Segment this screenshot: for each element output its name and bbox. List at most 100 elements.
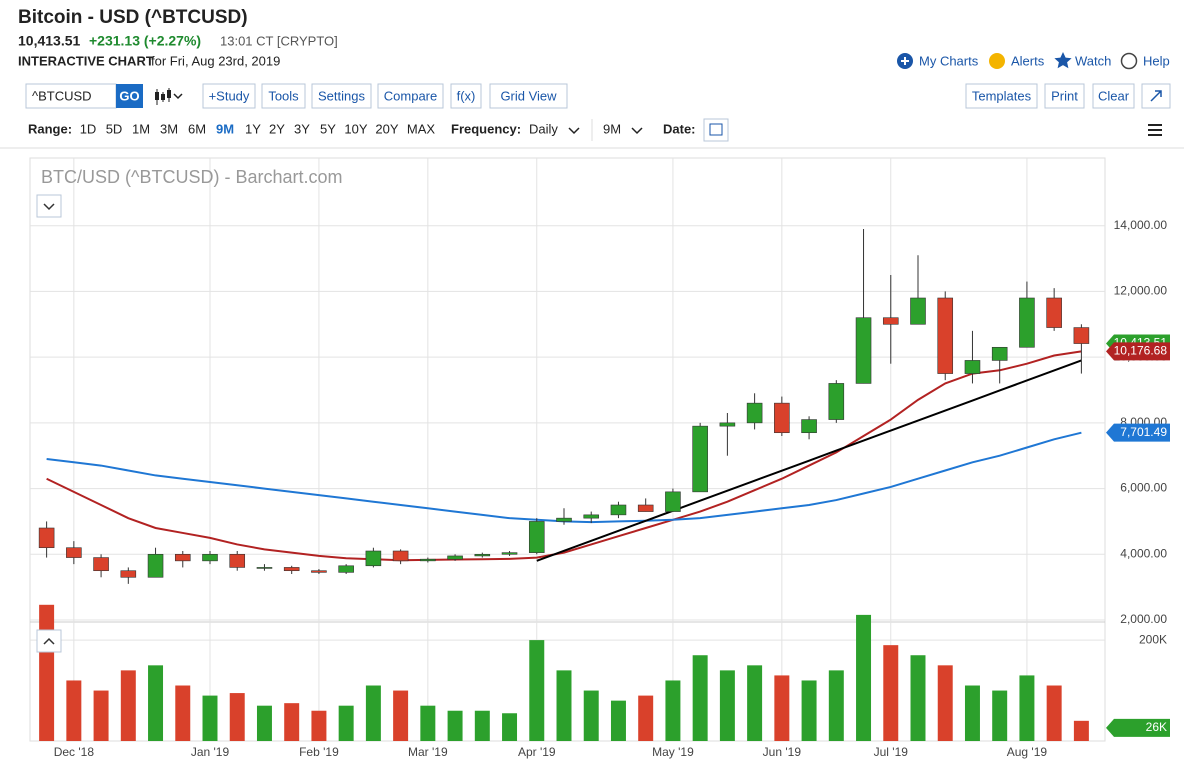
volume-bar [747, 665, 763, 741]
volume-bar [610, 700, 626, 741]
volume-bar [256, 705, 272, 741]
period-select[interactable]: 9M [603, 121, 621, 136]
candle-body [38, 527, 55, 549]
x-tick-label: Jul '19 [874, 745, 909, 759]
link[interactable]: My Charts [919, 53, 979, 68]
volume-bar [120, 670, 136, 741]
volume-tick-label: 200K [1139, 632, 1167, 646]
range-option[interactable]: 3M [160, 121, 178, 136]
button-label: f(x) [457, 88, 476, 103]
candle-body [147, 553, 164, 578]
chevron [568, 127, 580, 135]
link[interactable]: Watch [1075, 53, 1111, 68]
volume-bar [828, 670, 844, 741]
volume-bar [883, 645, 899, 741]
candle-body [283, 567, 300, 572]
quote-title: Bitcoin - USD (^BTCUSD) [18, 7, 248, 28]
x-tick-label: Feb '19 [299, 745, 339, 759]
volume-bar [93, 690, 109, 741]
toolbar-button[interactable] [489, 83, 568, 109]
candle-body [474, 553, 491, 557]
volume-bar [992, 690, 1008, 741]
chevron [43, 637, 55, 645]
toolbar-button[interactable] [965, 83, 1038, 109]
chevron [631, 127, 643, 135]
button-label: Templates [972, 88, 1032, 103]
volume-bar [937, 665, 953, 741]
volume-bar [202, 695, 218, 741]
link[interactable]: Alerts [1011, 53, 1045, 68]
toolbar-button[interactable] [1092, 83, 1135, 109]
last-price: 10,413.51 [18, 33, 80, 49]
indicator-line [536, 359, 1082, 562]
go-text: GO [119, 88, 139, 103]
go-button[interactable] [116, 84, 143, 108]
range-option[interactable]: 9M [216, 121, 234, 136]
range-option[interactable]: MAX [407, 121, 436, 136]
candle-body [256, 567, 273, 569]
volume-bar [665, 680, 681, 741]
volume-bar [420, 705, 436, 741]
menu-icon[interactable] [1148, 124, 1162, 136]
range-option[interactable]: 5Y [320, 121, 336, 136]
candle-body [910, 297, 926, 325]
collapse-button[interactable] [36, 194, 62, 218]
range-option[interactable]: 5D [106, 121, 123, 136]
alerts-icon[interactable] [989, 53, 1005, 69]
watch-icon[interactable] [1054, 52, 1072, 69]
candle-body [583, 514, 600, 519]
candle-body [202, 553, 218, 562]
price-badge [1106, 342, 1170, 361]
y-tick-label: 2,000.00 [1120, 612, 1167, 626]
candle-body [774, 402, 790, 434]
range-option[interactable]: 20Y [375, 121, 398, 136]
volume-bar [856, 614, 872, 741]
date-picker[interactable] [703, 118, 729, 142]
volume-bar [583, 690, 599, 741]
y-tick-label: 6,000.00 [1120, 481, 1167, 495]
collapse-button[interactable] [36, 629, 62, 653]
symbol-text: ^BTCUSD [32, 88, 92, 103]
link[interactable]: Help [1143, 53, 1170, 68]
candle-body [692, 425, 708, 493]
toolbar-button[interactable] [377, 83, 444, 109]
range-option[interactable]: 6M [188, 121, 206, 136]
volume-bar [474, 710, 490, 741]
range-option[interactable]: 10Y [344, 121, 367, 136]
range-option[interactable]: 1Y [245, 121, 261, 136]
toolbar-button[interactable] [450, 83, 482, 109]
button-label: Tools [268, 88, 299, 103]
toolbar-button[interactable] [311, 83, 372, 109]
volume-bar [393, 690, 409, 741]
toolbar-button[interactable] [1044, 83, 1085, 109]
x-tick-label: Jan '19 [191, 745, 230, 759]
toolbar-button[interactable] [202, 83, 256, 109]
candle-body [719, 422, 736, 427]
date-label: Date: [663, 121, 696, 136]
candle-body [174, 553, 191, 562]
volume-bar [910, 655, 926, 741]
chart-date: for Fri, Aug 23rd, 2019 [151, 53, 280, 68]
toolbar-button[interactable] [261, 83, 306, 109]
symbol-input[interactable] [25, 83, 117, 109]
chart-type-icon[interactable] [155, 88, 183, 105]
range-option[interactable]: 3Y [294, 121, 310, 136]
candle-body [746, 402, 763, 424]
range-option[interactable]: 1D [80, 121, 97, 136]
candle-body [801, 419, 817, 434]
volume-bar [66, 680, 82, 741]
candle-body [1019, 297, 1035, 348]
range-option[interactable]: 1M [132, 121, 150, 136]
y-tick-label: 14,000.00 [1114, 218, 1168, 232]
button-label: Settings [318, 88, 365, 103]
volume-bar [148, 665, 164, 741]
candle-body [338, 565, 354, 573]
volume-bar [338, 705, 354, 741]
candle-body [501, 552, 518, 555]
range-label: Range: [28, 121, 72, 136]
help-icon[interactable] [1120, 52, 1138, 70]
badge-label: 26K [1146, 720, 1167, 734]
range-option[interactable]: 2Y [269, 121, 285, 136]
expand-icon [1150, 90, 1162, 102]
frequency-select[interactable]: Daily [529, 121, 558, 136]
